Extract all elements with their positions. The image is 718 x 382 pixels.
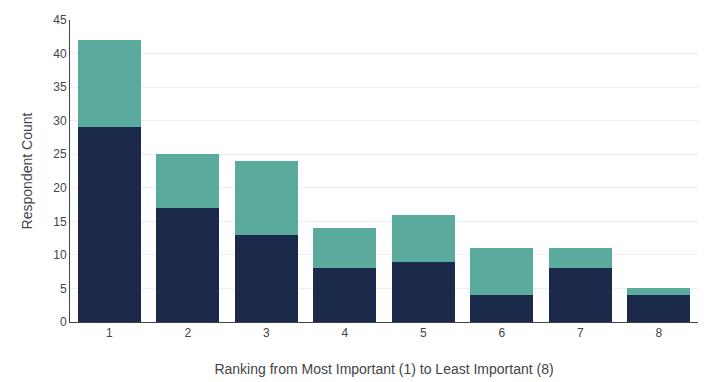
svg-text:8: 8 [655,326,662,340]
svg-text:6: 6 [498,326,505,340]
svg-text:7: 7 [577,326,584,340]
svg-text:5: 5 [420,326,427,340]
svg-text:Ranking from Most Important (1: Ranking from Most Important (1) to Least… [214,361,553,377]
svg-text:10: 10 [53,248,67,262]
svg-text:4: 4 [341,326,348,340]
svg-text:5: 5 [60,282,67,296]
svg-text:1: 1 [106,326,113,340]
svg-text:45: 45 [53,13,67,27]
svg-text:20: 20 [53,181,67,195]
svg-text:40: 40 [53,47,67,61]
svg-text:30: 30 [53,114,67,128]
svg-text:35: 35 [53,80,67,94]
svg-text:0: 0 [60,315,67,329]
svg-text:25: 25 [53,147,67,161]
svg-text:2: 2 [184,326,191,340]
svg-text:3: 3 [263,326,270,340]
svg-text:15: 15 [53,215,67,229]
svg-text:Respondent Count: Respondent Count [19,113,35,230]
